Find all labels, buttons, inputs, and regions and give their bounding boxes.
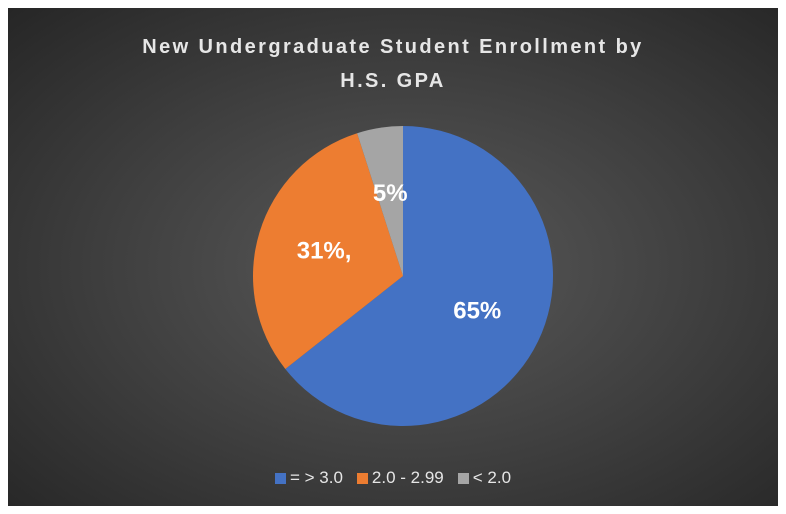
pie-slice <box>285 126 553 426</box>
pie-slice <box>252 133 403 370</box>
legend-item: < 2.0 <box>457 468 512 488</box>
chart: 65% 31%, 5% New Undergraduate Student Enro… <box>8 8 778 506</box>
legend: = > 3.0 2.0 - 2.99 < 2.0 <box>8 468 778 488</box>
plot: 65% 31%, 5% <box>252 126 553 426</box>
legend-swatch <box>274 472 286 484</box>
data-label: 65% <box>453 297 501 324</box>
legend-label: = > 3.0 <box>289 468 343 487</box>
data-label: 31%, <box>297 237 352 264</box>
data-label: 5% <box>373 180 408 207</box>
pie-slice <box>357 126 403 276</box>
legend-item: 2.0 - 2.99 <box>356 468 444 488</box>
legend-item: = > 3.0 <box>274 468 343 488</box>
chart-title: New Undergraduate Student Enrollment by … <box>142 36 644 92</box>
legend-label: < 2.0 <box>472 468 512 487</box>
legend-swatch <box>457 472 469 484</box>
legend-swatch <box>356 472 368 484</box>
legend-label: 2.0 - 2.99 <box>371 468 444 487</box>
